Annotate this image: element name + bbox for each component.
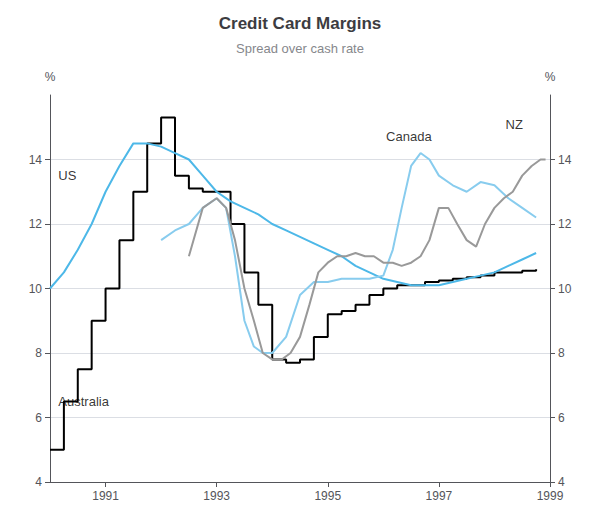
svg-text:%: % (45, 70, 56, 84)
svg-text:Australia: Australia (58, 394, 109, 409)
svg-text:6: 6 (558, 411, 565, 425)
svg-text:1995: 1995 (314, 489, 341, 503)
svg-text:1991: 1991 (92, 489, 119, 503)
svg-text:NZ: NZ (506, 117, 523, 132)
svg-text:1997: 1997 (426, 489, 453, 503)
svg-text:10: 10 (558, 282, 572, 296)
svg-text:4: 4 (35, 475, 42, 489)
svg-text:Canada: Canada (386, 129, 432, 144)
svg-text:1999: 1999 (537, 489, 564, 503)
svg-text:4: 4 (558, 475, 565, 489)
svg-text:12: 12 (29, 217, 43, 231)
svg-text:Credit Card Margins: Credit Card Margins (219, 14, 381, 33)
svg-text:US: US (58, 168, 76, 183)
svg-text:%: % (545, 70, 556, 84)
svg-text:6: 6 (35, 411, 42, 425)
svg-text:14: 14 (29, 153, 43, 167)
svg-text:14: 14 (558, 153, 572, 167)
svg-text:10: 10 (29, 282, 43, 296)
svg-text:Spread over cash rate: Spread over cash rate (236, 41, 364, 56)
svg-text:12: 12 (558, 217, 572, 231)
svg-text:1993: 1993 (203, 489, 230, 503)
svg-text:8: 8 (35, 346, 42, 360)
svg-text:8: 8 (558, 346, 565, 360)
